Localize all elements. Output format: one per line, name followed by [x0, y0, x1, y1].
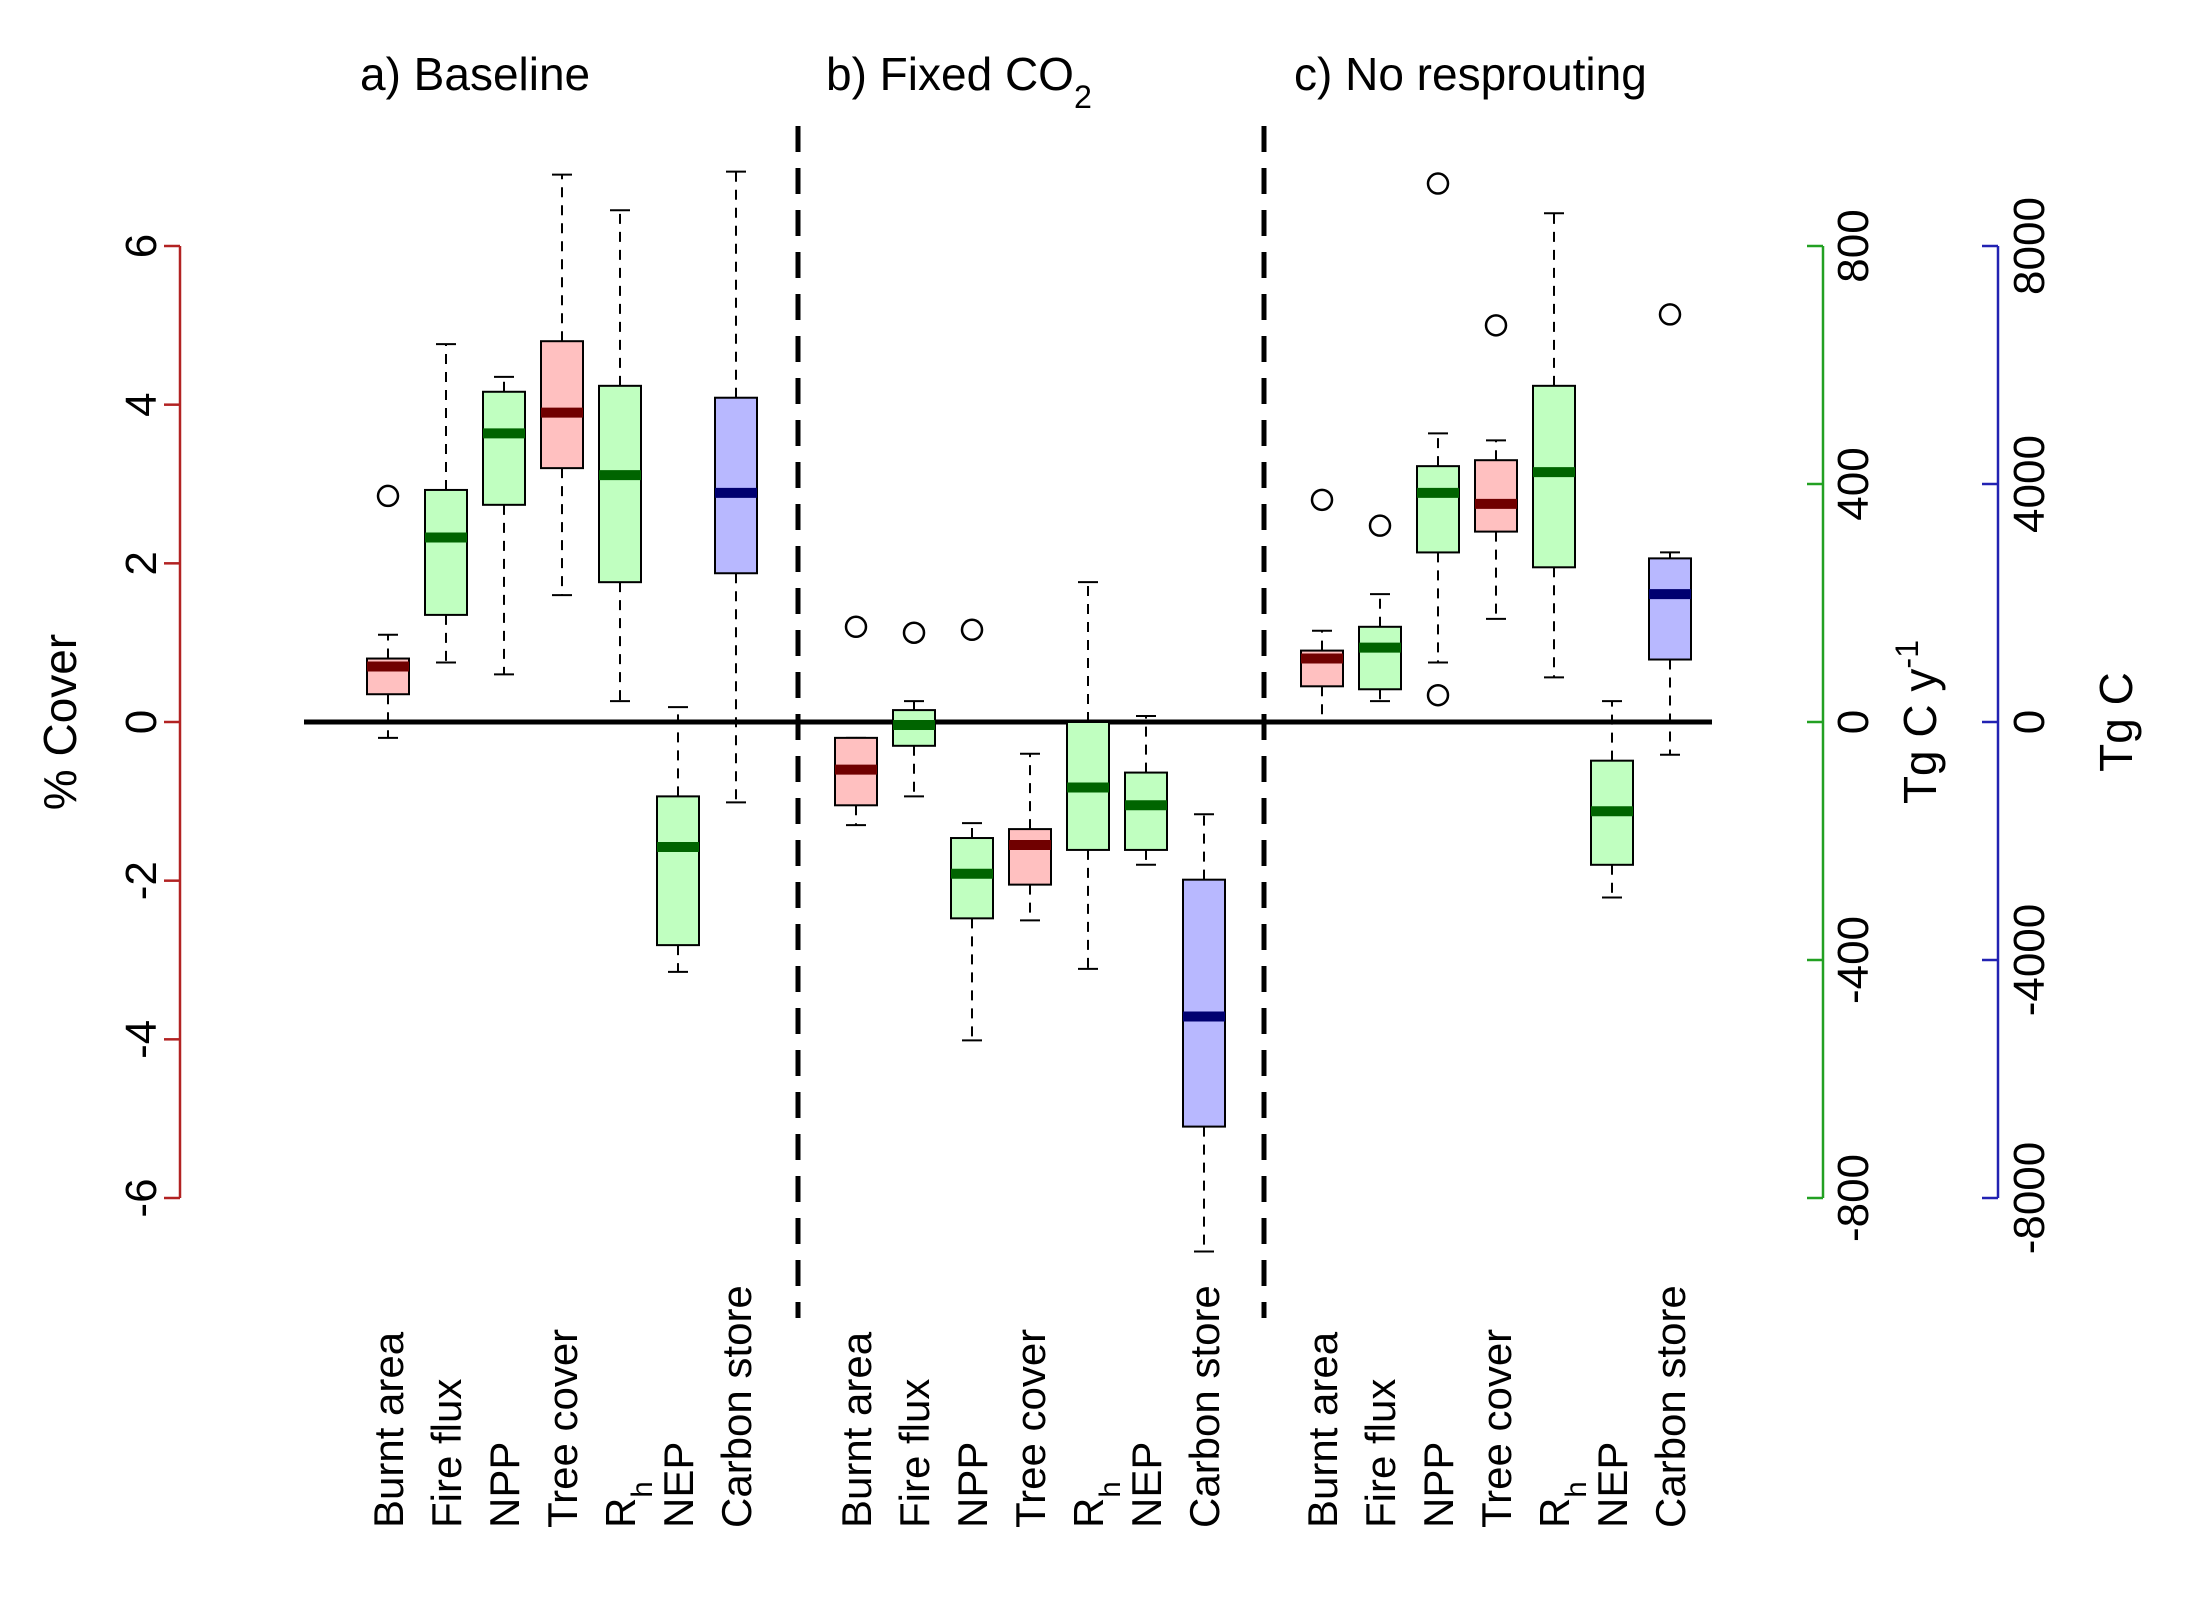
- box-body: [424, 488, 468, 616]
- axis-tick-label: -4: [117, 1020, 166, 1059]
- box-body: [482, 390, 526, 506]
- panel-title: a) Baseline: [360, 48, 590, 100]
- box-fire-flux: [1358, 514, 1402, 703]
- outlier-point: [960, 618, 984, 642]
- category-label: Tree cover: [1007, 1329, 1054, 1528]
- category-label: NPP: [949, 1442, 996, 1528]
- category-label: Rh: [1531, 1481, 1593, 1528]
- box-nep: [1124, 715, 1168, 866]
- box-npp: [950, 618, 994, 1042]
- box-rh: [1532, 212, 1576, 679]
- category-label: Rh: [597, 1481, 659, 1528]
- category-label: Tree cover: [1473, 1329, 1520, 1528]
- panel-titles: a) Baseline b) Fixed CO2 c) No resprouting: [360, 48, 1647, 115]
- category-label: Burnt area: [365, 1331, 412, 1528]
- axis-tick-label: 4: [117, 392, 166, 416]
- box-burnt-area: [1300, 488, 1344, 723]
- box-body: [598, 384, 642, 584]
- store-axis: -8000 -4000 0 4000 8000 Tg C: [1982, 197, 2142, 1254]
- box-body: [1358, 625, 1402, 691]
- axis-title: % Cover: [34, 634, 86, 810]
- axis-tick-label: 0: [117, 710, 166, 734]
- box-body: [656, 795, 700, 947]
- box-body: [714, 396, 758, 575]
- category-label: NEP: [655, 1442, 702, 1528]
- axis-tick-label: 6: [117, 234, 166, 258]
- category-label: Burnt area: [833, 1331, 880, 1528]
- flux-axis: -800 -400 0 400 800 Tg C y-1: [1807, 209, 1946, 1242]
- category-label: Burnt area: [1299, 1331, 1346, 1528]
- box-body: [1416, 465, 1460, 554]
- box-nep: [1590, 700, 1634, 899]
- axis-tick-label: 0: [2005, 710, 2054, 734]
- category-label: Rh: [1065, 1481, 1127, 1528]
- category-label: Fire flux: [891, 1379, 938, 1528]
- axis-title: Tg C y-1: [1889, 640, 1946, 804]
- outlier-point: [902, 621, 926, 644]
- axis-tick-label: -400: [1829, 916, 1878, 1004]
- box-fire-flux: [424, 343, 468, 664]
- axis-title: Tg C: [2090, 672, 2142, 772]
- outlier-point: [844, 615, 868, 639]
- axis-tick-label: 0: [1829, 710, 1878, 734]
- axis-tick-label: -8000: [2005, 1142, 2054, 1255]
- box-burnt-area: [366, 484, 410, 739]
- category-label: NEP: [1123, 1442, 1170, 1528]
- outlier-point: [376, 484, 400, 508]
- box-rh: [1066, 581, 1110, 970]
- category-label: Carbon store: [1181, 1285, 1228, 1528]
- category-label: NPP: [1415, 1442, 1462, 1528]
- axis-tick-label: 2: [117, 551, 166, 575]
- box-rh: [598, 209, 642, 703]
- box-body: [1008, 828, 1052, 886]
- axis-tick-label: -2: [117, 861, 166, 900]
- outlier-point: [1426, 172, 1450, 195]
- box-tree-cover: [1474, 314, 1518, 620]
- category-label: NPP: [481, 1442, 528, 1528]
- category-label: Fire flux: [423, 1379, 470, 1528]
- box-body: [1124, 771, 1168, 851]
- box-tree-cover: [540, 173, 584, 597]
- box-body: [540, 340, 584, 470]
- box-carbon-store: [714, 170, 758, 804]
- box-carbon-store: [1648, 303, 1692, 756]
- box-burnt-area: [834, 615, 878, 827]
- outlier-point: [1368, 514, 1392, 537]
- category-label: NEP: [1589, 1442, 1636, 1528]
- box-body: [1182, 878, 1226, 1128]
- box-npp: [1416, 172, 1460, 707]
- panel-title: b) Fixed CO2: [826, 48, 1092, 115]
- box-nep: [656, 706, 700, 973]
- outlier-point: [1484, 314, 1508, 337]
- box-plots: [366, 170, 1692, 1253]
- axis-tick-label: 800: [1829, 209, 1878, 282]
- axis-tick-label: 4000: [2005, 435, 2054, 533]
- axis-tick-label: -800: [1829, 1154, 1878, 1242]
- cover-axis: -6 -4 -2 0 2 4 6 % Cover: [34, 234, 182, 1218]
- box-npp: [482, 375, 526, 676]
- box-body: [1648, 557, 1692, 661]
- category-label: Fire flux: [1357, 1379, 1404, 1528]
- outlier-point: [1310, 488, 1334, 512]
- box-body: [1474, 459, 1518, 533]
- panel-separators: [304, 126, 1712, 1318]
- panel-title: c) No resprouting: [1294, 48, 1647, 100]
- axis-tick-label: -6: [117, 1178, 166, 1217]
- category-label: Carbon store: [1647, 1285, 1694, 1528]
- axis-tick-label: 8000: [2005, 197, 2054, 295]
- axis-tick-label: -4000: [2005, 904, 2054, 1017]
- outlier-point: [1658, 303, 1682, 326]
- box-tree-cover: [1008, 752, 1052, 922]
- outlier-point: [1426, 683, 1450, 707]
- category-label: Carbon store: [713, 1285, 760, 1528]
- box-carbon-store: [1182, 813, 1226, 1253]
- axis-tick-label: 400: [1829, 447, 1878, 520]
- box-fire-flux: [892, 621, 936, 798]
- category-label: Tree cover: [539, 1329, 586, 1528]
